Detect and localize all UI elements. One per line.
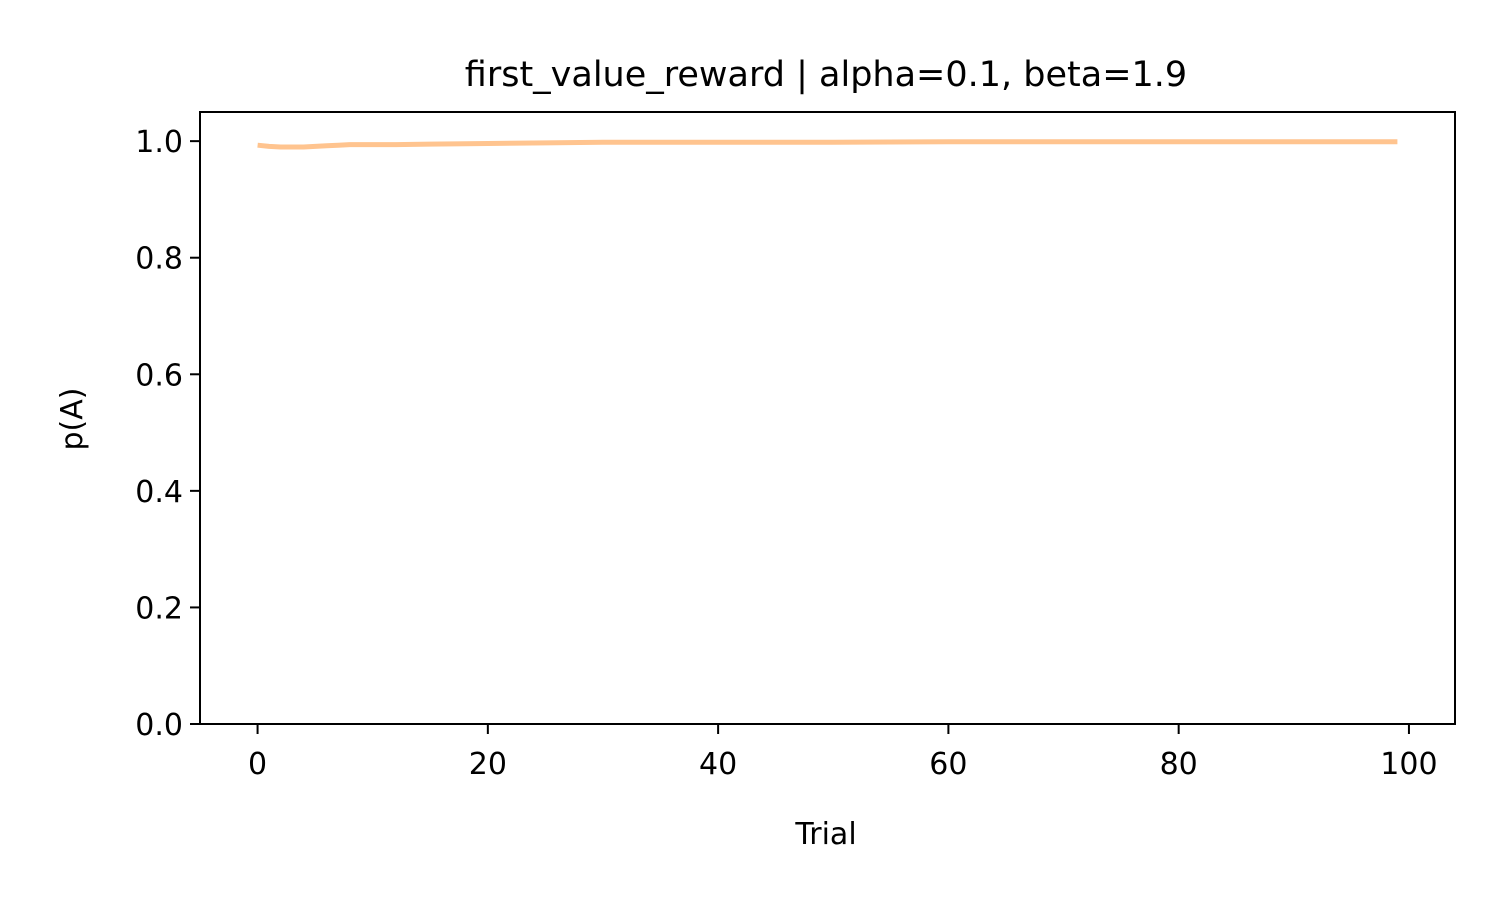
x-axis: 0 20 40 60 80 100 [248,724,1438,782]
x-tick-label: 40 [699,747,737,782]
y-tick-label: 0.2 [135,591,183,626]
y-tick-label: 0.4 [135,475,183,510]
y-tick-label: 0.6 [135,358,183,393]
y-tick-label: 0.8 [135,242,183,277]
axes-frame [199,111,1456,725]
x-tick-label: 100 [1380,747,1437,782]
x-axis-label: Trial [794,817,856,852]
plot-area [199,111,1456,725]
y-axis: 0.0 0.2 0.4 0.6 0.8 1.0 [135,125,200,743]
x-tick-label: 80 [1160,747,1198,782]
series-line-0 [257,139,1398,150]
chart-title: first_value_reward | alpha=0.1, beta=1.9 [465,55,1187,95]
x-tick-label: 60 [929,747,967,782]
y-axis-label: p(A) [55,388,90,451]
y-tick-label: 0.0 [135,708,183,743]
x-tick-label: 0 [248,747,267,782]
x-tick-label: 20 [469,747,507,782]
y-tick-label: 1.0 [135,125,183,160]
